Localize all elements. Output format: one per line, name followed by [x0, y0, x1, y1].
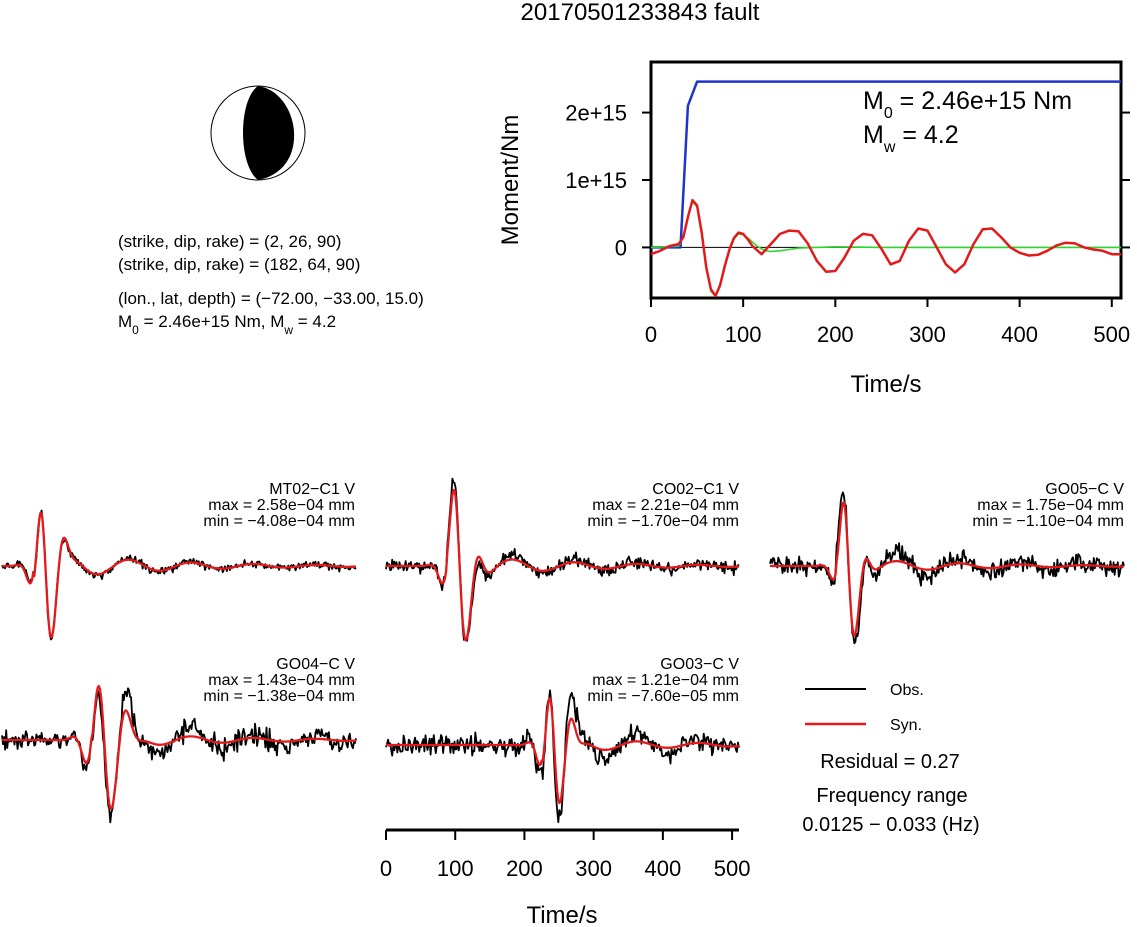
waveform-x-tick-label: 300 — [575, 856, 612, 881]
moment-y-tick-label: 0 — [615, 235, 627, 260]
observed-waveform — [385, 689, 740, 824]
station-name: GO04−C V — [276, 656, 355, 673]
moment-y-tick-label: 2e+15 — [565, 101, 627, 126]
station-name: GO03−C V — [660, 656, 739, 673]
moment-x-tick-label: 200 — [817, 322, 854, 347]
station-max: max = 1.43e−04 mm — [208, 672, 355, 689]
station-min: min = −7.60e−05 mm — [587, 688, 739, 705]
station-name: GO05−C V — [1045, 481, 1124, 498]
moment-m0-annotation: M0 = 2.46e+15 Nm — [863, 87, 1072, 122]
waveform-x-axis-label: Time/s — [526, 902, 597, 927]
frequency-range-value: 0.0125 − 0.033 (Hz) — [802, 814, 979, 836]
moment-rate-chart: 0 100 200 300 400 500 0 1e+15 2e+15 Moment/Nm Ti… — [497, 60, 1130, 398]
station-min: min = −1.10e−04 mm — [972, 513, 1124, 530]
legend-obs-label: Obs. — [890, 682, 924, 699]
moment-x-axis-label: Time/s — [850, 371, 921, 398]
solution-info: (strike, dip, rake) = (2, 26, 90) (strik… — [118, 232, 424, 337]
station-max: max = 2.21e−04 mm — [592, 497, 739, 514]
synthetic-waveform — [1, 684, 357, 811]
waveform-time-axis: 0 100 200 300 400 500 Time/s — [380, 828, 751, 927]
waveform-x-tick-label: 200 — [506, 856, 543, 881]
waveform-x-tick-label: 400 — [645, 856, 682, 881]
moment-info: M0 = 2.46e+15 Nm, Mw = 4.2 — [118, 312, 336, 337]
frequency-range-label: Frequency range — [816, 785, 967, 807]
solution-2: (strike, dip, rake) = (182, 64, 90) — [118, 255, 360, 274]
figure-title: 20170501233843 fault — [521, 0, 760, 26]
inversion-results: Residual = 0.27 Frequency range 0.0125 −… — [802, 751, 979, 836]
moment-rate-syn-red — [650, 198, 1121, 298]
moment-x-tick-label: 300 — [909, 322, 946, 347]
moment-x-tick-label: 400 — [1001, 322, 1038, 347]
station-min: min = −1.70e−04 mm — [587, 513, 739, 530]
waveform-x-tick-label: 0 — [380, 856, 392, 881]
moment-x-tick-label: 0 — [645, 322, 657, 347]
beachball — [210, 85, 306, 181]
synthetic-waveform — [385, 488, 740, 642]
synthetic-waveform — [385, 697, 740, 805]
waveform-legend: Obs. Syn. — [805, 682, 924, 734]
solution-1: (strike, dip, rake) = (2, 26, 90) — [118, 232, 341, 251]
station-max: max = 1.21e−04 mm — [592, 672, 739, 689]
moment-x-tick-label: 500 — [1093, 322, 1130, 347]
station-min: min = −1.38e−04 mm — [203, 688, 355, 705]
observed-waveform — [1, 687, 357, 824]
moment-x-tick-label: 100 — [725, 322, 762, 347]
station-name: MT02−C1 V — [269, 481, 355, 498]
station-max: max = 2.58e−04 mm — [208, 497, 355, 514]
station-min: min = −4.08e−04 mm — [203, 513, 355, 530]
residual-value: Residual = 0.27 — [820, 751, 960, 773]
source-location: (lon., lat, depth) = (−72.00, −33.00, 15… — [118, 289, 424, 308]
beachball-compression-quadrant — [243, 86, 295, 180]
moment-y-axis-label: Moment/Nm — [497, 115, 524, 246]
waveform-x-tick-label: 100 — [437, 856, 474, 881]
synthetic-waveform — [1, 511, 357, 639]
legend-syn-label: Syn. — [890, 717, 922, 734]
cumulative-moment-line — [651, 80, 1121, 249]
waveform-x-tick-label: 500 — [714, 856, 751, 881]
moment-mw-annotation: Mw = 4.2 — [863, 121, 959, 156]
synthetic-waveform — [769, 501, 1125, 637]
station-max: max = 1.75e−04 mm — [977, 497, 1124, 514]
moment-y-tick-label: 1e+15 — [565, 168, 627, 193]
station-name: CO02−C1 V — [652, 481, 739, 498]
